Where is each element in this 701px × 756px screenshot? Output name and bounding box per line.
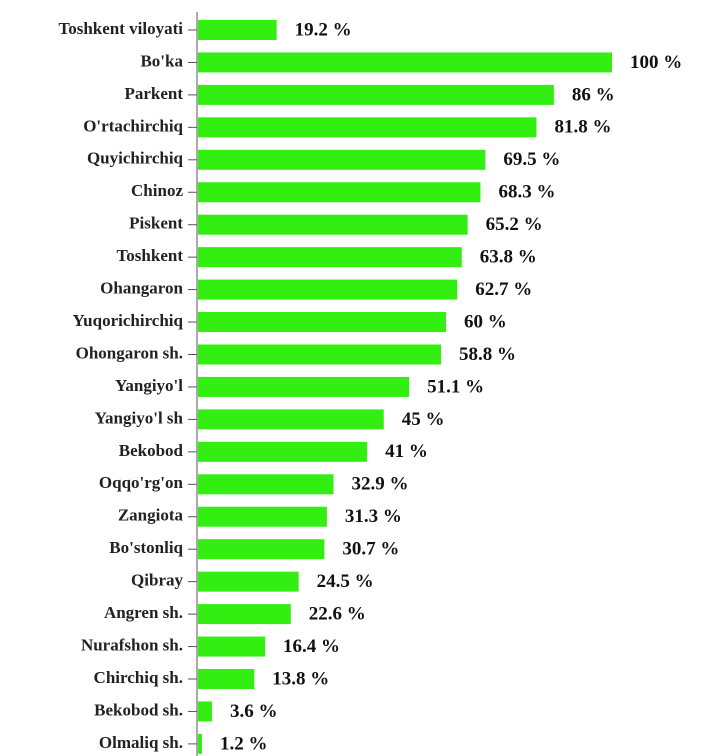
category-label: Bekobod <box>119 441 184 460</box>
bar <box>198 312 446 333</box>
category-label: Angren sh. <box>104 603 183 622</box>
bar <box>198 117 537 138</box>
bar <box>198 539 325 560</box>
value-label: 19.2 % <box>295 19 352 40</box>
value-label: 45 % <box>402 409 445 430</box>
value-label: 1.2 % <box>220 733 267 754</box>
value-label: 86 % <box>572 84 615 105</box>
value-label: 68.3 % <box>498 182 555 203</box>
category-label: Parkent <box>124 84 183 103</box>
value-label: 81.8 % <box>554 117 611 138</box>
category-label: Ohongaron sh. <box>76 343 183 362</box>
bar <box>198 247 462 268</box>
category-label: Ohangaron <box>100 279 183 298</box>
category-label: Bo'ka <box>140 51 183 70</box>
bar <box>198 344 442 365</box>
value-label: 62.7 % <box>475 279 532 300</box>
category-label: Yangiyo'l <box>115 376 183 395</box>
bar <box>198 149 486 170</box>
bar <box>198 506 327 527</box>
bar <box>198 636 266 657</box>
value-label: 41 % <box>385 441 428 462</box>
category-label: Yangiyo'l sh <box>95 408 184 427</box>
value-label: 100 % <box>630 52 682 73</box>
category-label: Yuqorichirchiq <box>72 311 183 330</box>
value-label: 51.1 % <box>427 376 484 397</box>
bar <box>198 604 291 625</box>
bar <box>198 20 277 40</box>
category-label: Toshkent viloyati <box>58 19 183 38</box>
category-label: O'rtachirchiq <box>83 116 183 135</box>
bar <box>198 376 410 397</box>
category-label: Bekobod sh. <box>94 700 183 719</box>
bar <box>198 279 458 300</box>
value-label: 31.3 % <box>345 506 402 527</box>
category-label: Piskent <box>129 214 183 233</box>
value-label: 3.6 % <box>230 701 278 722</box>
value-label: 65.2 % <box>486 214 543 235</box>
category-label: Olmaliq sh. <box>99 733 183 752</box>
value-label: 16.4 % <box>283 636 340 657</box>
bar <box>198 214 468 235</box>
category-label: Chirchiq sh. <box>94 668 183 687</box>
value-label: 13.8 % <box>272 668 329 689</box>
bar <box>198 571 299 592</box>
value-label: 63.8 % <box>480 247 537 268</box>
category-label: Zangiota <box>118 506 184 525</box>
bar <box>198 669 255 689</box>
bar <box>198 733 202 754</box>
category-label: Qibray <box>131 571 183 590</box>
value-label: 22.6 % <box>309 603 366 624</box>
value-label: 32.9 % <box>352 474 409 495</box>
value-label: 58.8 % <box>459 344 516 365</box>
category-label: Bo'stonliq <box>109 538 183 557</box>
value-label: 60 % <box>464 311 507 332</box>
bar <box>198 52 612 73</box>
value-label: 69.5 % <box>503 149 560 170</box>
category-label: Quyichirchiq <box>87 149 184 168</box>
bar <box>198 701 212 722</box>
category-label: Nurafshon sh. <box>81 635 183 654</box>
category-label: Toshkent <box>117 246 184 265</box>
bar <box>198 84 554 105</box>
bar <box>198 441 368 462</box>
category-label: Oqqo'rg'on <box>99 473 184 492</box>
bar <box>198 182 481 203</box>
value-label: 30.7 % <box>342 539 399 560</box>
bar <box>198 409 384 430</box>
category-label: Chinoz <box>131 181 183 200</box>
bar <box>198 474 334 495</box>
value-label: 24.5 % <box>317 571 374 592</box>
